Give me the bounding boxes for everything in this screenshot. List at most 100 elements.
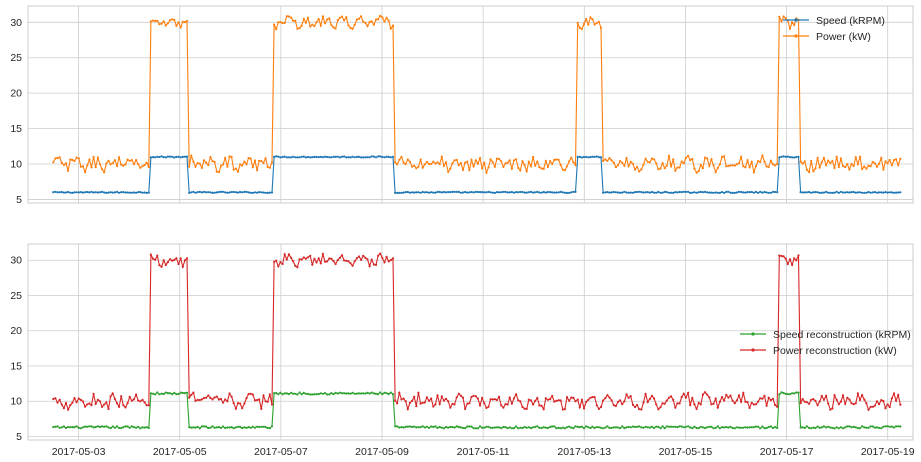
data-point xyxy=(194,165,197,168)
data-point xyxy=(323,22,327,25)
data-point xyxy=(111,162,114,165)
data-point xyxy=(71,191,74,194)
data-point xyxy=(457,164,460,167)
data-point xyxy=(444,161,448,164)
data-point xyxy=(461,396,465,399)
data-point xyxy=(487,405,490,408)
data-point xyxy=(841,427,845,430)
data-point xyxy=(892,426,896,429)
data-point xyxy=(625,393,628,396)
data-point xyxy=(62,163,65,166)
data-point xyxy=(298,391,301,394)
data-point xyxy=(202,425,206,428)
data-point xyxy=(232,168,235,171)
data-point xyxy=(98,400,102,403)
data-point xyxy=(360,15,363,18)
data-point xyxy=(400,426,403,429)
data-point xyxy=(243,402,246,405)
data-point xyxy=(848,398,851,401)
data-point xyxy=(752,191,756,194)
data-point xyxy=(302,17,305,20)
data-point xyxy=(714,171,717,174)
data-point xyxy=(627,396,630,399)
y-tick-label: 10 xyxy=(10,396,22,408)
data-point xyxy=(413,164,416,167)
data-point xyxy=(154,156,157,159)
data-point xyxy=(582,427,586,430)
data-point xyxy=(166,155,169,158)
data-point xyxy=(385,155,388,158)
data-point xyxy=(285,15,288,18)
data-point xyxy=(432,425,435,428)
data-point xyxy=(515,425,518,428)
data-point xyxy=(319,262,322,265)
data-point xyxy=(483,161,486,164)
data-point xyxy=(279,391,282,394)
data-point xyxy=(812,398,815,401)
data-point xyxy=(517,427,520,430)
data-point xyxy=(890,164,894,167)
data-point xyxy=(880,191,883,194)
data-point xyxy=(697,169,700,173)
data-point xyxy=(536,396,539,400)
data-point xyxy=(326,18,329,21)
data-point xyxy=(714,397,717,400)
data-point xyxy=(377,18,380,21)
data-point xyxy=(192,426,195,429)
data-point xyxy=(472,427,475,430)
data-point xyxy=(616,164,620,167)
data-point xyxy=(200,166,203,169)
data-point xyxy=(398,158,401,161)
data-point xyxy=(241,407,244,410)
data-point xyxy=(831,160,834,163)
data-point xyxy=(387,260,390,263)
data-point xyxy=(262,161,265,165)
data-point xyxy=(419,426,422,429)
data-point xyxy=(765,191,768,194)
data-point xyxy=(232,402,235,405)
data-point xyxy=(529,165,533,168)
data-point xyxy=(362,392,365,395)
data-point xyxy=(368,156,371,159)
data-point xyxy=(162,20,165,23)
data-point xyxy=(703,156,707,159)
data-point xyxy=(585,425,588,428)
data-point xyxy=(126,158,129,161)
data-point xyxy=(143,191,146,194)
data-point xyxy=(841,165,845,168)
data-point xyxy=(86,190,89,194)
data-point xyxy=(232,427,235,430)
data-point xyxy=(689,426,692,429)
data-point xyxy=(580,425,584,428)
data-point xyxy=(808,426,811,429)
data-point xyxy=(574,190,577,193)
data-point xyxy=(731,164,734,167)
data-point xyxy=(767,396,770,399)
data-point xyxy=(687,425,690,428)
data-point xyxy=(646,191,649,194)
data-point xyxy=(529,399,533,402)
data-point xyxy=(430,397,433,400)
data-point xyxy=(757,160,760,163)
data-point xyxy=(406,190,409,194)
data-point xyxy=(94,166,97,169)
series-markers-0 xyxy=(52,155,902,194)
data-point xyxy=(555,427,558,430)
data-point xyxy=(179,156,182,159)
data-point xyxy=(699,163,702,167)
data-point xyxy=(661,425,664,428)
data-point xyxy=(321,15,324,18)
data-point xyxy=(653,191,656,194)
data-point xyxy=(797,155,800,158)
data-point xyxy=(740,155,743,158)
data-point xyxy=(202,190,206,193)
data-point xyxy=(895,399,898,402)
data-point xyxy=(455,158,458,162)
data-point xyxy=(708,164,711,168)
data-point xyxy=(612,404,615,407)
data-point xyxy=(370,391,373,394)
data-point xyxy=(415,191,418,194)
data-point xyxy=(402,397,405,400)
data-point xyxy=(574,164,577,167)
data-point xyxy=(672,191,675,194)
